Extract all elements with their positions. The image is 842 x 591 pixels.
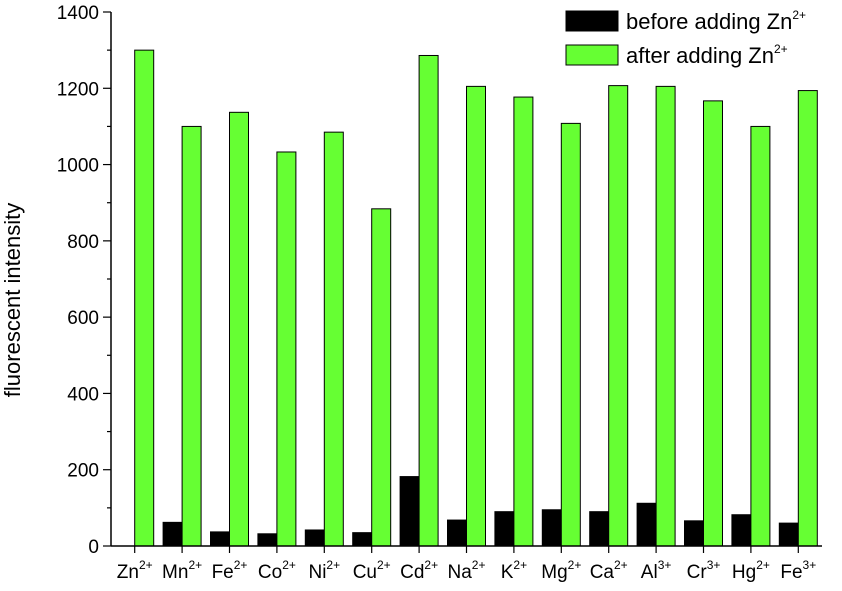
y-tick-label: 400	[67, 384, 99, 405]
bar-before-na-7	[447, 519, 467, 547]
x-tick-label-mg-9: Mg2+	[541, 558, 581, 583]
bar-after-mn-1	[181, 125, 202, 547]
legend-label-after: after adding Zn2+	[626, 42, 788, 68]
bar-after-zn-0	[134, 49, 155, 547]
y-tick-label: 1000	[57, 156, 99, 177]
y-tick-label: 1200	[57, 79, 99, 100]
bar-after-cr-12	[703, 100, 723, 547]
legend: before adding Zn2+ after adding Zn2+	[565, 8, 806, 68]
bar-after-hg-13	[750, 125, 771, 547]
bar-before-cr-12	[684, 520, 704, 547]
bar-before-hg-13	[731, 514, 752, 547]
bar-before-ni-4	[304, 529, 325, 547]
y-tick-label: 200	[67, 461, 99, 482]
x-ticks-group: Zn2+ Mn2+ Fe2+ Co2+ Ni2+ Cu2+ Cd2+ Na2+ K2+ Mg2+ C…	[117, 546, 816, 583]
y-tick-label: 1400	[57, 3, 99, 24]
x-tick-label-k-8: K2+	[501, 558, 527, 583]
bar-after-fe-2	[229, 111, 249, 547]
x-tick-label-ni-4: Ni2+	[308, 558, 340, 583]
bar-after-k-8	[513, 96, 534, 547]
bar-after-cu-5	[371, 208, 392, 547]
bar-before-co-3	[257, 533, 278, 547]
bar-after-ca-10	[608, 85, 629, 547]
x-tick-label-mn-1: Mn2+	[162, 558, 202, 583]
y-ticks-group: 0 200 400 600 800 1000 1200 1400	[57, 3, 111, 558]
bar-before-mn-1	[162, 521, 183, 547]
y-axis-title-group: fluorescent intensity	[0, 203, 25, 397]
bar-before-cd-6	[399, 476, 420, 547]
x-tick-label-hg-13: Hg2+	[732, 558, 770, 583]
bar-before-k-8	[494, 511, 515, 547]
x-tick-label-al-11: Al3+	[641, 558, 672, 583]
x-tick-label-fe-14: Fe3+	[780, 558, 816, 583]
bar-before-mg-9	[541, 509, 562, 547]
bar-before-fe-14	[778, 522, 799, 547]
x-tick-label-na-7: Na2+	[448, 558, 486, 583]
bar-before-fe-2	[210, 531, 230, 547]
bar-after-ni-4	[323, 131, 344, 547]
y-axis-title: fluorescent intensity	[0, 203, 25, 397]
bar-before-al-11	[636, 502, 657, 547]
y-tick-label: 600	[67, 308, 99, 329]
x-tick-label-cd-6: Cd2+	[400, 558, 438, 583]
x-tick-label-cr-12: Cr3+	[687, 558, 721, 583]
bar-after-cd-6	[418, 54, 439, 547]
x-tick-label-fe-2: Fe2+	[212, 558, 248, 583]
legend-swatch-before	[565, 10, 619, 32]
legend-label-before: before adding Zn2+	[626, 8, 806, 34]
bar-after-al-11	[655, 85, 676, 547]
bar-after-fe-14	[797, 90, 818, 547]
bar-before-cu-5	[352, 532, 373, 547]
bar-after-na-7	[466, 85, 486, 547]
x-tick-label-ca-10: Ca2+	[590, 558, 628, 583]
legend-swatch-after	[565, 44, 619, 66]
bar-after-mg-9	[560, 122, 581, 547]
y-tick-label: 0	[88, 537, 99, 558]
x-tick-label-zn-0: Zn2+	[117, 558, 153, 583]
x-tick-label-cu-5: Cu2+	[353, 558, 391, 583]
y-tick-label: 800	[67, 232, 99, 253]
bars-group	[134, 49, 818, 547]
bar-after-co-3	[276, 151, 297, 547]
bar-before-ca-10	[589, 511, 610, 547]
x-tick-label-co-3: Co2+	[258, 558, 296, 583]
